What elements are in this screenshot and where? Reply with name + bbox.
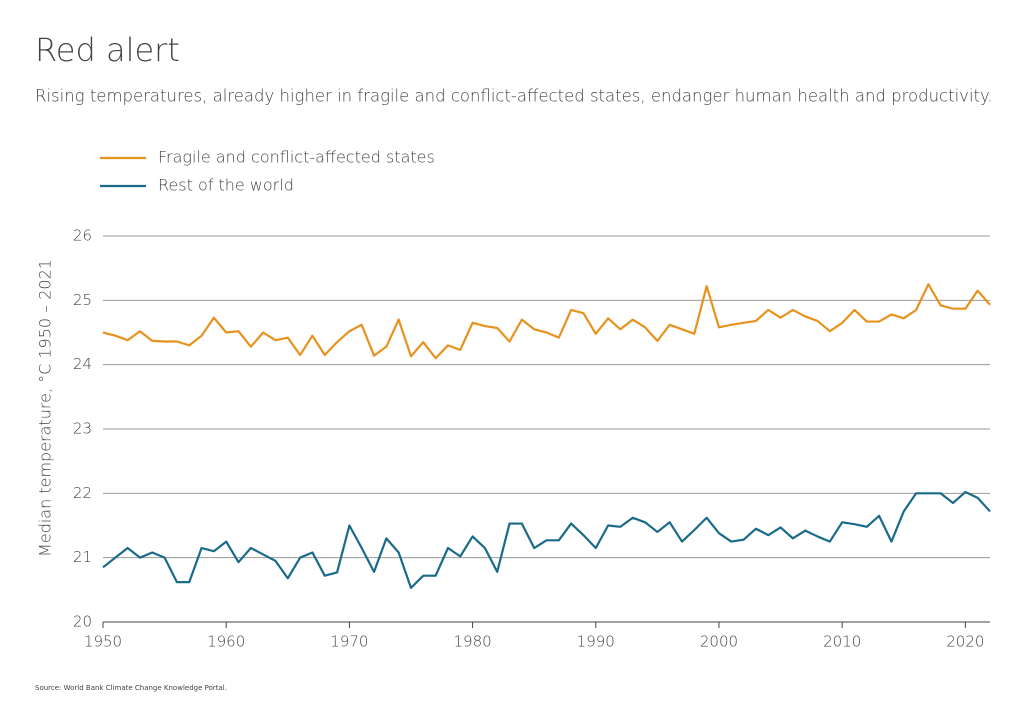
x-tick-label: 1960 (207, 633, 245, 651)
x-tick-label: 1950 (84, 633, 122, 651)
y-tick-label: 21 (73, 548, 92, 566)
chart-title: Red alert (35, 31, 180, 69)
chart-subtitle: Rising temperatures, already higher in f… (35, 87, 993, 106)
x-tick-label: 1970 (330, 633, 368, 651)
legend-label: Rest of the world (158, 176, 294, 195)
x-tick-label: 2020 (946, 633, 984, 651)
y-tick-label: 24 (73, 355, 92, 373)
y-tick-label: 26 (73, 227, 92, 245)
series-line (102, 490, 991, 590)
series-line (102, 283, 991, 360)
y-tick-label: 23 (73, 420, 92, 438)
x-tick-label: 2010 (823, 633, 861, 651)
x-tick-label: 2000 (700, 633, 738, 651)
y-axis-label: Median temperature, °C 1950 – 2021 (36, 259, 55, 557)
y-tick-label: 20 (73, 613, 92, 631)
x-tick-label: 1990 (577, 633, 615, 651)
x-tick-label: 1980 (453, 633, 491, 651)
legend-label: Fragile and conflict-affected states (158, 148, 435, 167)
y-tick-label: 25 (73, 291, 92, 309)
source: Source: World Bank Climate Change Knowle… (35, 684, 227, 692)
y-tick-label: 22 (73, 484, 92, 502)
